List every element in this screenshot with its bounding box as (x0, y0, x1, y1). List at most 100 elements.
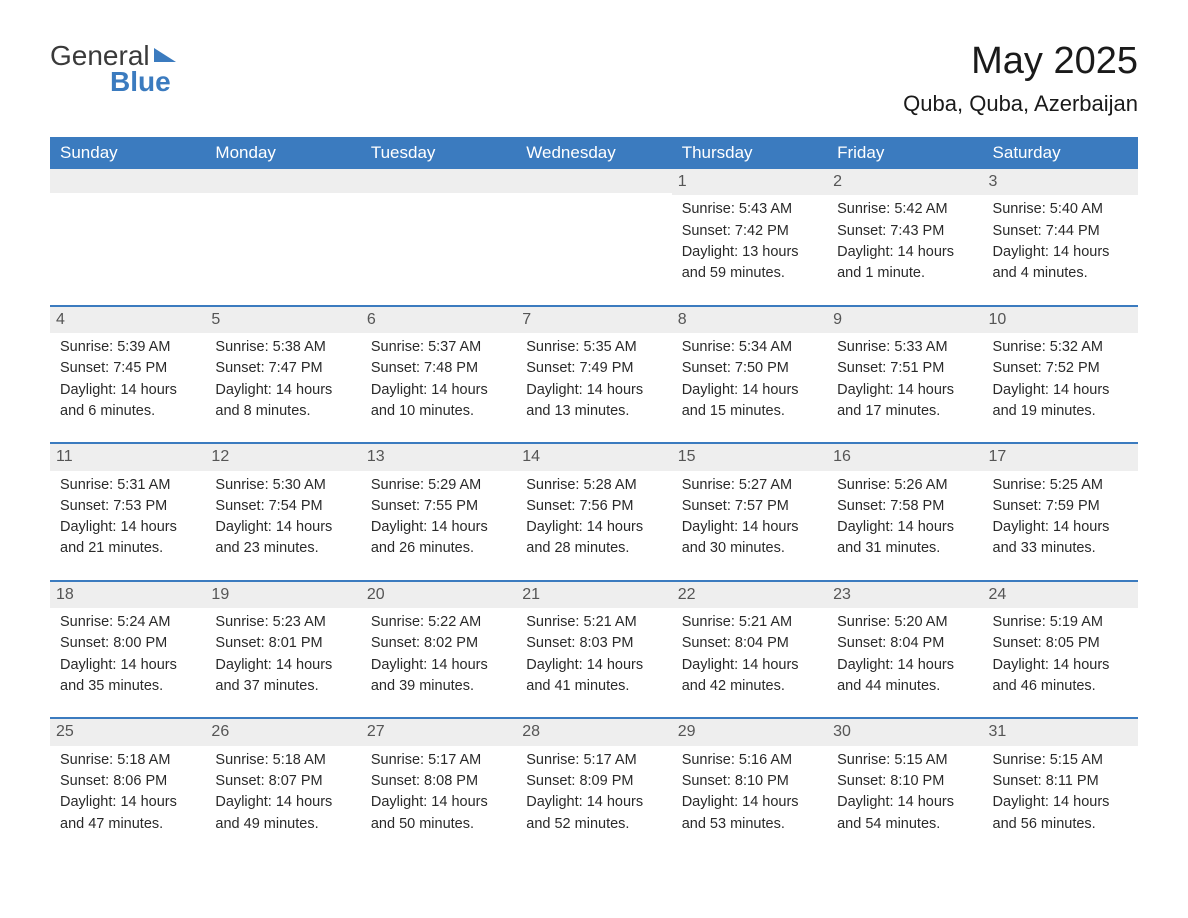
calendar-day-cell: 29Sunrise: 5:16 AMSunset: 8:10 PMDayligh… (672, 718, 827, 855)
day-info: Sunrise: 5:17 AMSunset: 8:09 PMDaylight:… (526, 750, 661, 834)
day-daylight1: Daylight: 14 hours (837, 242, 972, 262)
day-info: Sunrise: 5:34 AMSunset: 7:50 PMDaylight:… (682, 337, 817, 421)
calendar-day-cell: 21 Sunrise: 5:21 AMSunset: 8:03 PMDayligh… (516, 581, 671, 719)
calendar-day-cell: 27Sunrise: 5:17 AMSunset: 8:08 PMDayligh… (361, 718, 516, 855)
day-daylight2: and 6 minutes. (60, 401, 195, 421)
day-number: 22 (672, 582, 827, 608)
day-sunrise: Sunrise: 5:34 AM (682, 337, 817, 357)
day-info: Sunrise: 5:15 AMSunset: 8:10 PMDaylight:… (837, 750, 972, 834)
day-sunset: Sunset: 7:49 PM (526, 358, 661, 378)
day-number: 17 (983, 444, 1138, 470)
day-daylight2: and 21 minutes. (60, 538, 195, 558)
day-number: 2 (827, 169, 982, 195)
day-daylight1: Daylight: 14 hours (215, 380, 350, 400)
calendar-day-cell: 23Sunrise: 5:20 AMSunset: 8:04 PMDayligh… (827, 581, 982, 719)
day-info: Sunrise: 5:21 AMSunset: 8:03 PMDaylight:… (526, 612, 661, 696)
day-sunset: Sunset: 8:07 PM (215, 771, 350, 791)
calendar-week-row: 18Sunrise: 5:24 AMSunset: 8:00 PMDayligh… (50, 581, 1138, 719)
day-number: 30 (827, 719, 982, 745)
day-daylight1: Daylight: 14 hours (60, 655, 195, 675)
day-info: Sunrise: 5:23 AMSunset: 8:01 PMDaylight:… (215, 612, 350, 696)
day-daylight2: and 41 minutes. (526, 676, 661, 696)
day-sunset: Sunset: 7:59 PM (993, 496, 1128, 516)
calendar-day-cell: 10 Sunrise: 5:32 AMSunset: 7:52 PMDayligh… (983, 306, 1138, 444)
day-sunrise: Sunrise: 5:37 AM (371, 337, 506, 357)
day-daylight2: and 37 minutes. (215, 676, 350, 696)
calendar-day-cell: 9Sunrise: 5:33 AMSunset: 7:51 PMDaylight… (827, 306, 982, 444)
calendar-day-cell: 28Sunrise: 5:17 AMSunset: 8:09 PMDayligh… (516, 718, 671, 855)
day-daylight1: Daylight: 14 hours (60, 792, 195, 812)
day-header: Saturday (983, 137, 1138, 169)
day-sunrise: Sunrise: 5:17 AM (371, 750, 506, 770)
day-daylight2: and 19 minutes. (993, 401, 1128, 421)
day-sunrise: Sunrise: 5:18 AM (60, 750, 195, 770)
day-info: Sunrise: 5:32 AMSunset: 7:52 PMDaylight:… (993, 337, 1128, 421)
location: Quba, Quba, Azerbaijan (903, 91, 1138, 117)
page-title: May 2025 (903, 40, 1138, 83)
day-number: 13 (361, 444, 516, 470)
day-sunrise: Sunrise: 5:39 AM (60, 337, 195, 357)
day-header: Tuesday (361, 137, 516, 169)
calendar-day-cell: 20Sunrise: 5:22 AMSunset: 8:02 PMDayligh… (361, 581, 516, 719)
day-daylight1: Daylight: 14 hours (371, 792, 506, 812)
day-sunset: Sunset: 8:08 PM (371, 771, 506, 791)
day-number: 11 (50, 444, 205, 470)
calendar-day-cell: 19Sunrise: 5:23 AMSunset: 8:01 PMDayligh… (205, 581, 360, 719)
day-info: Sunrise: 5:15 AMSunset: 8:11 PMDaylight:… (993, 750, 1128, 834)
day-daylight1: Daylight: 14 hours (526, 655, 661, 675)
day-sunrise: Sunrise: 5:18 AM (215, 750, 350, 770)
day-sunrise: Sunrise: 5:31 AM (60, 475, 195, 495)
day-daylight2: and 15 minutes. (682, 401, 817, 421)
calendar-day-cell: 3Sunrise: 5:40 AMSunset: 7:44 PMDaylight… (983, 169, 1138, 306)
day-daylight2: and 8 minutes. (215, 401, 350, 421)
calendar-day-cell (205, 169, 360, 306)
empty-day-bar (205, 169, 360, 193)
day-number: 29 (672, 719, 827, 745)
day-sunrise: Sunrise: 5:25 AM (993, 475, 1128, 495)
day-number: 10 (983, 307, 1138, 333)
day-number: 21 (516, 582, 671, 608)
day-number: 25 (50, 719, 205, 745)
day-sunrise: Sunrise: 5:17 AM (526, 750, 661, 770)
logo-text-line2: Blue (108, 66, 171, 98)
day-sunrise: Sunrise: 5:43 AM (682, 199, 817, 219)
day-daylight1: Daylight: 14 hours (993, 517, 1128, 537)
day-daylight2: and 23 minutes. (215, 538, 350, 558)
day-sunset: Sunset: 7:58 PM (837, 496, 972, 516)
day-daylight2: and 39 minutes. (371, 676, 506, 696)
day-sunset: Sunset: 7:50 PM (682, 358, 817, 378)
day-daylight1: Daylight: 14 hours (371, 380, 506, 400)
calendar-day-cell: 16Sunrise: 5:26 AMSunset: 7:58 PMDayligh… (827, 443, 982, 581)
day-info: Sunrise: 5:43 AMSunset: 7:42 PMDaylight:… (682, 199, 817, 283)
day-sunset: Sunset: 8:11 PM (993, 771, 1128, 791)
calendar-week-row: 25Sunrise: 5:18 AMSunset: 8:06 PMDayligh… (50, 718, 1138, 855)
day-header: Monday (205, 137, 360, 169)
day-sunset: Sunset: 8:00 PM (60, 633, 195, 653)
day-sunset: Sunset: 7:56 PM (526, 496, 661, 516)
day-daylight2: and 56 minutes. (993, 814, 1128, 834)
day-info: Sunrise: 5:19 AMSunset: 8:05 PMDaylight:… (993, 612, 1128, 696)
day-daylight2: and 30 minutes. (682, 538, 817, 558)
day-daylight2: and 44 minutes. (837, 676, 972, 696)
day-sunrise: Sunrise: 5:21 AM (682, 612, 817, 632)
day-number: 8 (672, 307, 827, 333)
day-daylight1: Daylight: 14 hours (837, 380, 972, 400)
day-daylight2: and 13 minutes. (526, 401, 661, 421)
day-daylight1: Daylight: 14 hours (526, 380, 661, 400)
day-sunrise: Sunrise: 5:16 AM (682, 750, 817, 770)
day-sunset: Sunset: 7:53 PM (60, 496, 195, 516)
day-number: 26 (205, 719, 360, 745)
day-daylight1: Daylight: 14 hours (993, 655, 1128, 675)
calendar-day-cell: 12Sunrise: 5:30 AMSunset: 7:54 PMDayligh… (205, 443, 360, 581)
day-sunset: Sunset: 8:01 PM (215, 633, 350, 653)
day-daylight2: and 28 minutes. (526, 538, 661, 558)
day-sunrise: Sunrise: 5:24 AM (60, 612, 195, 632)
day-number: 16 (827, 444, 982, 470)
day-daylight1: Daylight: 14 hours (993, 792, 1128, 812)
day-daylight1: Daylight: 14 hours (837, 792, 972, 812)
day-info: Sunrise: 5:33 AMSunset: 7:51 PMDaylight:… (837, 337, 972, 421)
day-daylight1: Daylight: 14 hours (682, 792, 817, 812)
day-info: Sunrise: 5:25 AMSunset: 7:59 PMDaylight:… (993, 475, 1128, 559)
day-daylight2: and 50 minutes. (371, 814, 506, 834)
calendar-day-cell: 7Sunrise: 5:35 AMSunset: 7:49 PMDaylight… (516, 306, 671, 444)
